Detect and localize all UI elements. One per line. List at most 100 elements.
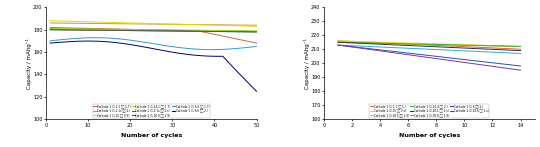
Cathode 1 (1.8.6 형제 2.) [106, 41, 112, 43]
Cathode 1 (1.08.8 형제 1.9) [503, 52, 510, 54]
Cathode 1 (1.14.1 형제 1.7) [199, 29, 205, 31]
Cathode 1 (1.1.1 형제 1.7) [102, 28, 108, 30]
Cathode 1 (1.08.5 형제 1.9) [447, 44, 454, 46]
Cathode 1 (1.1.1 형제 1.7) [169, 29, 176, 31]
Cathode 1 (1.08.5 형제 1.9) [377, 42, 383, 44]
Cathode 1 (1.2.1s 형제 2.s) [118, 30, 125, 31]
Cathode 1 (1.6.6 형제 1.7) [139, 41, 146, 43]
Cathode 1 (1.2.1s 형제 2.) [114, 23, 121, 25]
Cathode 1 (1.20.9 형제 2.9) [93, 29, 100, 31]
Cathode 1 (1.05 형제 0.9) [47, 20, 53, 22]
Cathode 1 (1.08.8 형제 1.9) [461, 50, 468, 52]
Cathode 1 (1.08.8 형제 1.9) [419, 48, 426, 50]
Cathode 1 (1.2.1s 형제 2.) [253, 24, 260, 26]
Cathode 1 (1.1.1 형제 1.7) [249, 41, 255, 43]
Cathode 1 (1.20.1 형제 2.s) [349, 42, 355, 44]
Cathode 1 (1.2.1s 형제 2.s) [220, 31, 226, 32]
Cathode 1 (1.2.1s 형제 2.s) [165, 30, 171, 32]
Cathode 1 (1.2.1s 형제 2.) [232, 24, 239, 26]
Cathode 1 (1.6.6 형제 1.7) [199, 49, 205, 50]
Cathode 1 (1.8.6 형제 2.) [232, 69, 239, 71]
Cathode 1 (1.1.1 형제 1.) [447, 45, 454, 47]
Cathode 1 (1.6.6 형제 1.7) [118, 38, 125, 40]
Cathode 1 (1.2.1s 형제 2.) [237, 24, 243, 26]
Cathode 1 (1.08.8 형제 1.9) [447, 49, 454, 51]
Cathode 1 (1.2.1s 형제 2.) [47, 22, 53, 24]
Cathode 1 (1.8.6 형제 2.) [127, 44, 133, 45]
Line: Cathode 1 (1.14.1 형제 1.7): Cathode 1 (1.14.1 형제 1.7) [50, 29, 256, 31]
Cathode 1 (1.8.6 형제 2.) [68, 41, 75, 42]
Cathode 1 (1.2.1s 형제 2.) [148, 23, 154, 25]
Cathode 1 (1.2.1s 형제 2.) [194, 24, 201, 25]
Cathode 1 (1.20.9 형제 2.9) [118, 30, 125, 31]
Cathode 1 (1.8.6 형제 2.) [114, 42, 121, 44]
Cathode 1 (1.08.5 형제 1.9) [433, 44, 440, 45]
Cathode 1 (1.8.6 형제 2.) [224, 60, 230, 62]
Cathode 1 (1.14.1 형제 1.7) [190, 29, 197, 31]
Cathode 1 (1.6.6 형제 1.7) [160, 45, 167, 46]
Cathode 1 (1.20.1 형제 2.s) [517, 50, 524, 52]
Cathode 1 (1.05 형제 0.9) [123, 22, 129, 24]
Cathode 1 (1.05 형제 2.s) [405, 42, 411, 44]
Line: Cathode 1 (1.08.6 형제 2.s): Cathode 1 (1.08.6 형제 2.s) [338, 45, 521, 70]
Cathode 1 (1.05 형제 0.9) [215, 24, 222, 26]
Cathode 1 (1.2.1s 형제 2.) [169, 23, 176, 25]
Cathode 1 (1.16.4 형제 2.) [517, 46, 524, 47]
Cathode 1 (1.1.1 형제 1.) [503, 48, 510, 50]
Cathode 1 (1.2.1s 형제 2.s) [89, 29, 96, 31]
Cathode 1 (1.2.1s 형제 2.) [80, 22, 87, 24]
Cathode 1 (1.8.6 형제 2.) [199, 55, 205, 57]
Cathode 1 (1.05 형제 0.9) [114, 22, 121, 24]
Cathode 1 (1.2.1s 형제 2.s) [173, 30, 180, 32]
Cathode 1 (1.1.1 형제 1.7) [160, 29, 167, 31]
Cathode 1 (1.08.5 형제 1.9) [503, 45, 510, 47]
Cathode 1 (1.1.1 형제 1.7) [202, 32, 209, 34]
Cathode 1 (1.6.6 형제 1.7) [157, 44, 163, 46]
Cathode 1 (1.8.6 형제 2.) [123, 43, 129, 45]
Cathode 1 (1.8.6 형제 2.) [241, 78, 247, 79]
Cathode 1 (1.20.9 형제 2.9) [139, 30, 146, 32]
Cathode 1 (1.8 형제 2.) [489, 62, 496, 64]
Cathode 1 (1.08.6 형제 2.s) [475, 64, 482, 65]
Cathode 1 (1.6.6 형제 1.7) [51, 40, 58, 41]
Cathode 1 (1.2.1s 형제 2.) [89, 23, 96, 24]
Cathode 1 (1.14.1 형제 1.7) [102, 28, 108, 30]
Cathode 1 (1.1.1 형제 1.7) [232, 38, 239, 40]
Cathode 1 (1.14.1 형제 1.7) [245, 30, 251, 32]
Cathode 1 (1.2.1s 형제 2.s) [55, 29, 62, 31]
Line: Cathode 1 (1.6.6 형제 1.7): Cathode 1 (1.6.6 형제 1.7) [50, 38, 256, 50]
Cathode 1 (1.6.6 형제 1.7) [76, 37, 83, 39]
Cathode 1 (1.20.9 형제 2.9) [127, 30, 133, 31]
Cathode 1 (1.6.6 형제 1.7) [241, 47, 247, 49]
Cathode 1 (1.05 형제 0.9) [190, 24, 197, 26]
Cathode 1 (1.14.1 형제 1.7) [211, 29, 218, 31]
Cathode 1 (1.2.1s 형제 2.s) [72, 29, 79, 31]
Cathode 1 (1.20.9 형제 2.9) [68, 29, 75, 31]
Cathode 1 (1.2.1s 형제 2.) [127, 23, 133, 25]
Cathode 1 (1.1.1 형제 1.) [489, 47, 496, 49]
Cathode 1 (1.20.9 형제 2.9) [136, 30, 142, 32]
Cathode 1 (1.2.1s 형제 2.s) [211, 31, 218, 32]
Cathode 1 (1.2.1s 형제 2.s) [215, 31, 222, 32]
Cathode 1 (1.1.1 형제 1.7) [190, 30, 197, 32]
Cathode 1 (1.2.1s 형제 2.s) [93, 29, 100, 31]
Cathode 1 (1.2.1s 형제 2.) [131, 23, 138, 25]
Cathode 1 (1.20.9 형제 2.9) [123, 30, 129, 31]
Cathode 1 (1.2.1s 형제 2.) [178, 24, 184, 25]
Cathode 1 (1.05 형제 0.9) [160, 23, 167, 25]
Cathode 1 (1.08.6 형제 2.s) [517, 69, 524, 71]
Cathode 1 (1.2.1s 형제 2.s) [169, 30, 176, 32]
Cathode 1 (1.16.4 형제 2.) [475, 45, 482, 46]
Cathode 1 (1.2.1s 형제 2.s) [241, 31, 247, 33]
Cathode 1 (1.05 형제 0.9) [76, 21, 83, 22]
Cathode 1 (1.1.1 형제 1.7) [64, 27, 70, 29]
Cathode 1 (1.20.9 형제 2.9) [245, 31, 251, 33]
Cathode 1 (1.14.1 형제 1.7) [228, 30, 234, 31]
Cathode 1 (1.6.6 형제 1.7) [245, 46, 251, 48]
Cathode 1 (1.2.1s 형제 2.) [76, 22, 83, 24]
Cathode 1 (1.8.6 형제 2.) [152, 48, 159, 50]
Cathode 1 (1.05 형제 2.s) [461, 44, 468, 46]
Cathode 1 (1.2.1s 형제 2.) [165, 23, 171, 25]
Cathode 1 (1.05 형제 0.9) [152, 23, 159, 25]
Cathode 1 (1.8.6 형제 2.) [139, 46, 146, 48]
